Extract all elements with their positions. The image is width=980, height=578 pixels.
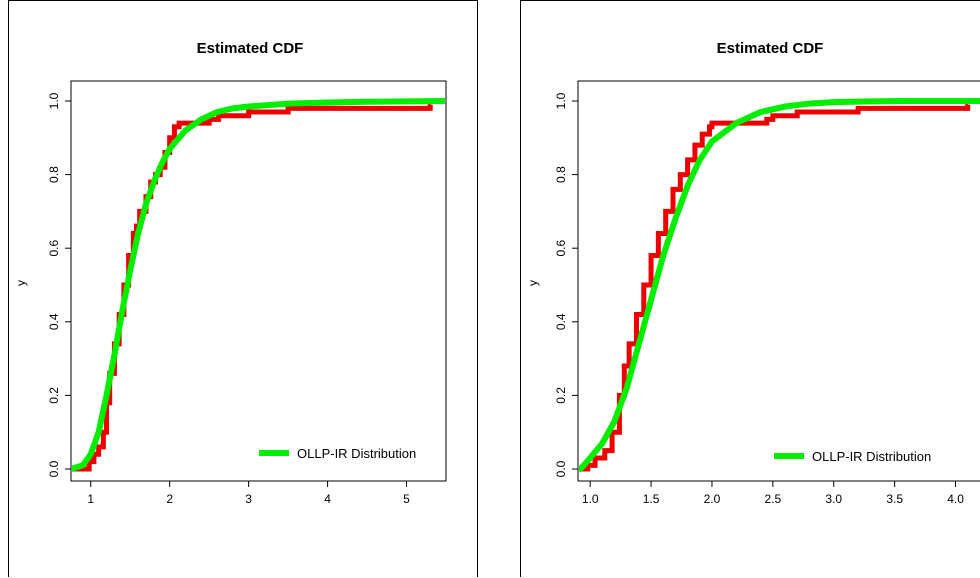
fitted-cdf-curve bbox=[579, 98, 980, 472]
x-tick-label: 4.0 bbox=[947, 492, 964, 506]
y-axis-label: y bbox=[526, 280, 540, 286]
y-tick-label: 0.4 bbox=[554, 313, 568, 330]
y-tick-label: 0.2 bbox=[47, 387, 61, 404]
y-tick-label: 0.0 bbox=[554, 460, 568, 477]
x-tick-label: 3.5 bbox=[886, 492, 903, 506]
y-tick-label: 1.0 bbox=[47, 92, 61, 109]
x-tick-label: 1 bbox=[87, 492, 94, 506]
legend-label: OLLP-IR Distribution bbox=[812, 449, 931, 464]
x-tick-label: 2.5 bbox=[765, 492, 782, 506]
cdf-panel-left: Estimated CDF y 1 2 3 4 5 0.0 0.2 0.4 0.6 0.8 1.0 O… bbox=[8, 0, 478, 577]
x-tick-label: 1.5 bbox=[643, 492, 660, 506]
cdf-chart-right: Estimated CDF y 1.0 1.5 2.0 2.5 3.0 3.5 4.0 0.0… bbox=[526, 40, 980, 506]
x-tick-label: 3 bbox=[245, 492, 252, 506]
fitted-cdf-curve bbox=[72, 98, 445, 472]
y-tick-label: 1.0 bbox=[554, 92, 568, 109]
y-tick-label: 0.6 bbox=[554, 240, 568, 257]
series-group bbox=[72, 98, 445, 472]
x-tick-label: 2 bbox=[166, 492, 173, 506]
x-tick-label: 4 bbox=[324, 492, 331, 506]
x-tick-label: 5 bbox=[403, 492, 410, 506]
cdf-panel-right: Estimated CDF y 1.0 1.5 2.0 2.5 3.0 3.5 4.0 0.0… bbox=[520, 0, 980, 577]
y-tick-label: 0.8 bbox=[47, 166, 61, 183]
chart-title: Estimated CDF bbox=[717, 40, 824, 57]
legend-label: OLLP-IR Distribution bbox=[297, 446, 416, 461]
y-tick-label: 0.4 bbox=[47, 313, 61, 330]
y-axis-label: y bbox=[14, 280, 28, 286]
cdf-chart-left: Estimated CDF y 1 2 3 4 5 0.0 0.2 0.4 0.6 0.8 1.0 O… bbox=[14, 40, 447, 506]
empirical-cdf-step-line bbox=[579, 102, 971, 472]
chart-title: Estimated CDF bbox=[197, 40, 304, 57]
y-tick-label: 0.2 bbox=[554, 387, 568, 404]
x-tick-label: 1.0 bbox=[582, 492, 599, 506]
y-tick-label: 0.6 bbox=[47, 240, 61, 257]
x-tick-label: 2.0 bbox=[704, 492, 721, 506]
y-tick-label: 0.0 bbox=[47, 460, 61, 477]
series-group bbox=[579, 98, 980, 472]
plot-area-frame bbox=[70, 80, 447, 482]
x-tick-label: 3.0 bbox=[825, 492, 842, 506]
y-tick-label: 0.8 bbox=[554, 166, 568, 183]
plot-area-frame bbox=[577, 80, 980, 482]
